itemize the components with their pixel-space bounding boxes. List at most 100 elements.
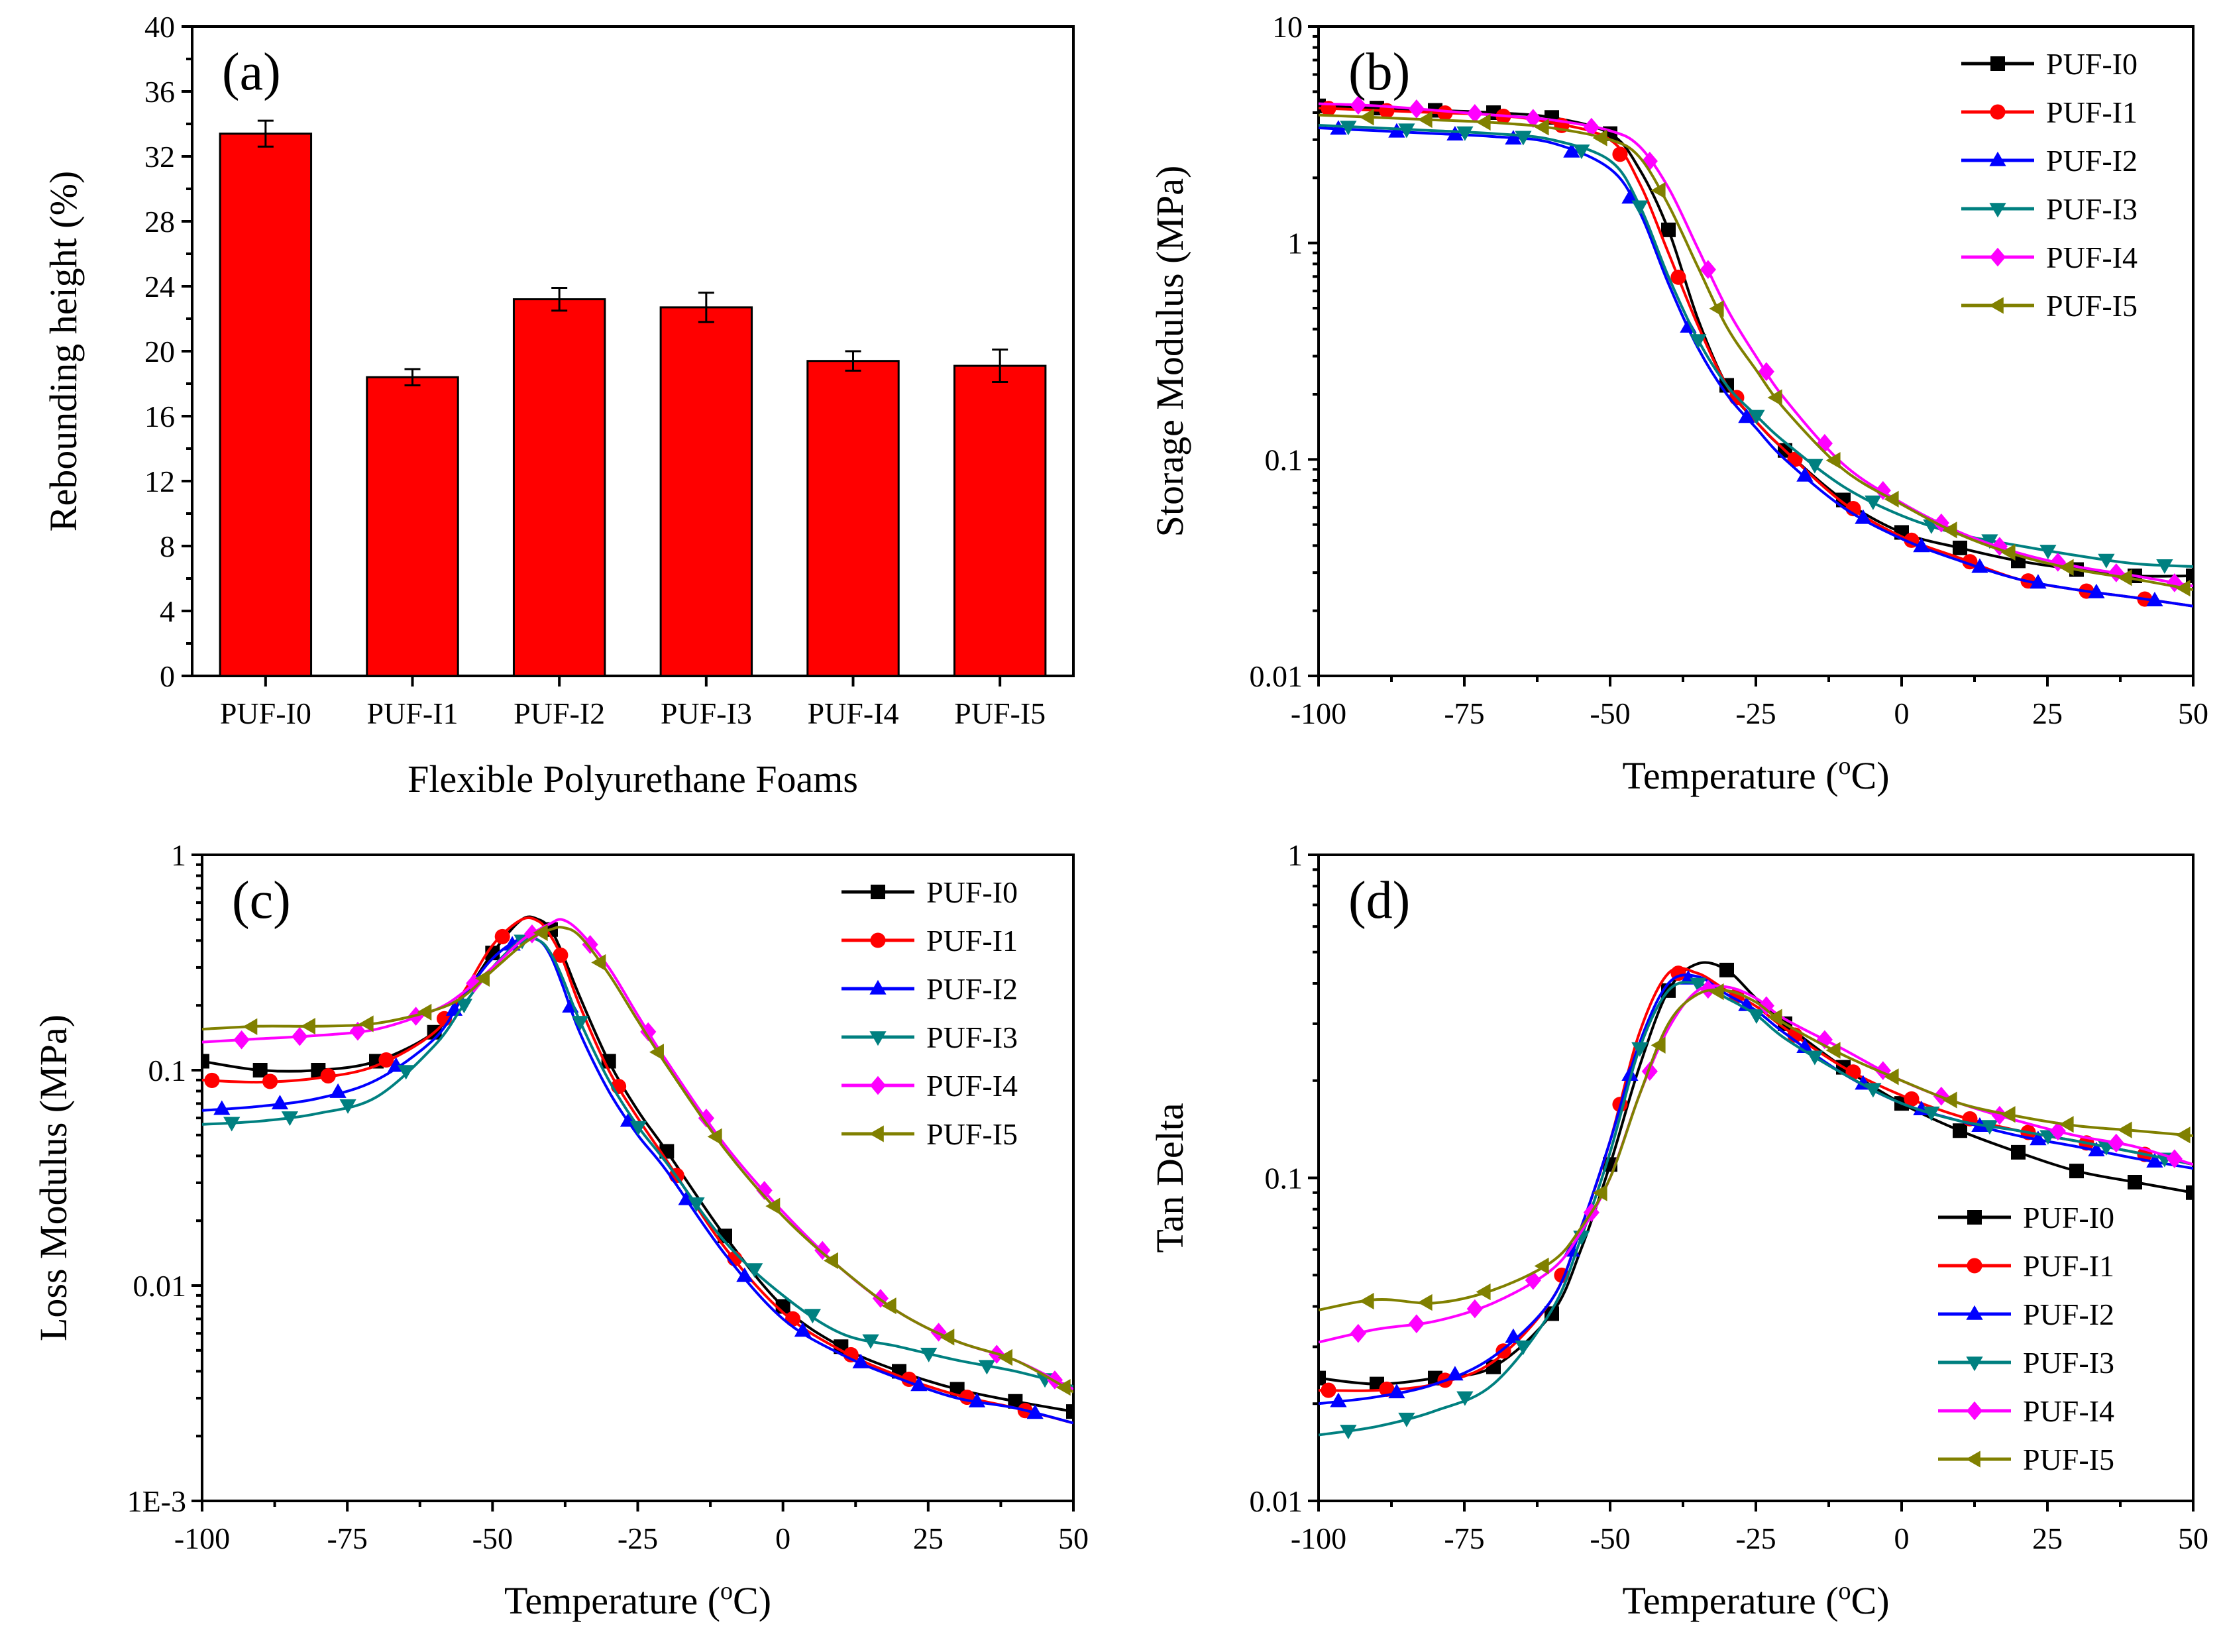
legend-marker-PUF-I0: [1967, 1210, 1982, 1225]
marker-PUF-I3: [1923, 1106, 1940, 1121]
marker-PUF-I1: [1321, 1382, 1336, 1398]
y-tick-label: 40: [144, 10, 175, 44]
marker-PUF-I5: [1651, 182, 1666, 199]
y-tick-label: 12: [144, 465, 175, 498]
x-tick-label: 0: [1894, 1521, 1910, 1555]
y-tick-label: 16: [144, 400, 175, 433]
marker-PUF-I2: [1026, 1404, 1044, 1419]
marker-PUF-I4: [698, 1109, 715, 1128]
marker-PUF-I2: [1330, 1392, 1347, 1407]
marker-PUF-I0: [1066, 1404, 1073, 1419]
marker-PUF-I5: [1534, 119, 1549, 136]
x-axis-label-part: C): [733, 1579, 771, 1622]
marker-PUF-I3: [339, 1099, 356, 1114]
x-axis-label-part: Temperature (: [504, 1579, 720, 1622]
marker-PUF-I5: [940, 1329, 955, 1346]
panel-label: (d): [1348, 871, 1410, 930]
marker-PUF-I5: [1534, 1257, 1549, 1275]
x-tick-label: 50: [2178, 1521, 2208, 1555]
marker-PUF-I3: [1806, 1050, 1823, 1066]
marker-PUF-I3: [862, 1334, 879, 1349]
marker-PUF-I5: [881, 1297, 896, 1315]
x-tick-label: -75: [327, 1521, 368, 1555]
marker-PUF-I4: [1758, 362, 1774, 382]
marker-PUF-I5: [1767, 389, 1782, 406]
series-line-PUF-I3: [1319, 123, 2193, 568]
legend-label-PUF-I3: PUF-I3: [2046, 192, 2138, 226]
legend-label-PUF-I3: PUF-I3: [2023, 1346, 2114, 1380]
y-tick-label: 8: [160, 529, 175, 563]
marker-PUF-I2: [1971, 558, 1988, 573]
marker-PUF-I3: [1573, 144, 1590, 160]
legend-marker-PUF-I5: [869, 1125, 884, 1142]
y-axis-label: Loss Modulus (MPa): [32, 1015, 75, 1341]
marker-PUF-I5: [1825, 452, 1841, 469]
marker-PUF-I4: [2166, 1149, 2183, 1168]
bar-PUF-I0: [219, 133, 313, 677]
y-axis-label: Rebounding height (%): [42, 171, 85, 531]
x-axis-label: Temperature (oC): [1622, 1577, 1889, 1622]
marker-PUF-I5: [533, 924, 548, 942]
marker-PUF-I5: [2117, 1121, 2132, 1138]
marker-PUF-I1: [1670, 269, 1686, 285]
marker-PUF-I5: [2000, 1106, 2016, 1123]
marker-PUF-I5: [1592, 1184, 1607, 1201]
series-line-PUF-I5: [1319, 113, 2193, 591]
legend-marker-PUF-I4: [1989, 247, 2006, 267]
marker-PUF-I5: [1417, 1294, 1433, 1311]
marker-PUF-I5: [1417, 111, 1433, 129]
marker-PUF-I3: [1398, 1412, 1415, 1427]
marker-PUF-I2: [1621, 1066, 1639, 1081]
series-line-PUF-I0: [1319, 961, 2193, 1386]
marker-PUF-I0: [252, 1063, 268, 1077]
x-tick-label: 25: [2032, 696, 2063, 730]
marker-PUF-I0: [2011, 1144, 2026, 1160]
marker-PUF-I3: [978, 1360, 996, 1375]
legend-marker-PUF-I1: [870, 932, 886, 948]
marker-PUF-I2: [1738, 408, 1755, 423]
marker-PUF-I2: [1388, 123, 1405, 138]
marker-PUF-I5: [1767, 1009, 1782, 1026]
marker-PUF-I4: [1408, 1314, 1425, 1333]
y-tick-label: 0.01: [1250, 659, 1303, 693]
marker-PUF-I4: [233, 1030, 250, 1050]
y-axis-label: Storage Modulus (MPa): [1148, 166, 1191, 537]
marker-PUF-I0: [2069, 1164, 2084, 1179]
error-bar-PUF-I3: [698, 292, 714, 323]
legend-label-PUF-I5: PUF-I5: [2023, 1443, 2114, 1476]
marker-PUF-I2: [794, 1322, 812, 1337]
marker-PUF-I2: [1855, 509, 1872, 524]
marker-PUF-I2: [852, 1353, 869, 1368]
marker-PUF-I4: [640, 1022, 657, 1042]
marker-PUF-I0: [1953, 540, 1967, 555]
series-line-PUF-I0: [202, 915, 1073, 1413]
x-axis-label-degree: o: [1839, 1577, 1851, 1605]
marker-PUF-I1: [1612, 146, 1628, 162]
x-tick-label: 0: [775, 1521, 790, 1555]
marker-PUF-I0: [2186, 568, 2193, 583]
marker-PUF-I2: [2030, 1130, 2047, 1146]
y-tick-label: 0.1: [1265, 1162, 1303, 1195]
marker-PUF-I1: [204, 1072, 220, 1088]
marker-PUF-I5: [823, 1252, 838, 1270]
marker-PUF-I5: [2000, 543, 2016, 561]
series-line-PUF-I2: [202, 935, 1073, 1425]
marker-PUF-I3: [455, 999, 473, 1014]
marker-PUF-I2: [968, 1392, 986, 1407]
marker-PUF-I5: [2175, 1127, 2191, 1144]
y-tick-label: 0.1: [148, 1054, 187, 1087]
marker-PUF-I3: [2039, 545, 2057, 560]
y-tick-label: 32: [144, 140, 175, 174]
marker-PUF-I1: [553, 947, 569, 963]
y-axis-label: Tan Delta: [1148, 1103, 1191, 1252]
series-line-PUF-I4: [1319, 984, 2193, 1344]
marker-PUF-I3: [1340, 1425, 1357, 1440]
marker-PUF-I2: [1796, 467, 1814, 482]
marker-PUF-I4: [1641, 151, 1658, 171]
marker-PUF-I5: [707, 1128, 722, 1145]
marker-PUF-I5: [1709, 983, 1724, 1001]
marker-PUF-I3: [746, 1263, 763, 1278]
legend: PUF-I0 PUF-I1 PUF-I2 PUF-I3 PUF-I4 PUF-I5: [1961, 47, 2138, 323]
marker-PUF-I5: [300, 1018, 315, 1035]
x-tick-label: -25: [1735, 696, 1776, 730]
